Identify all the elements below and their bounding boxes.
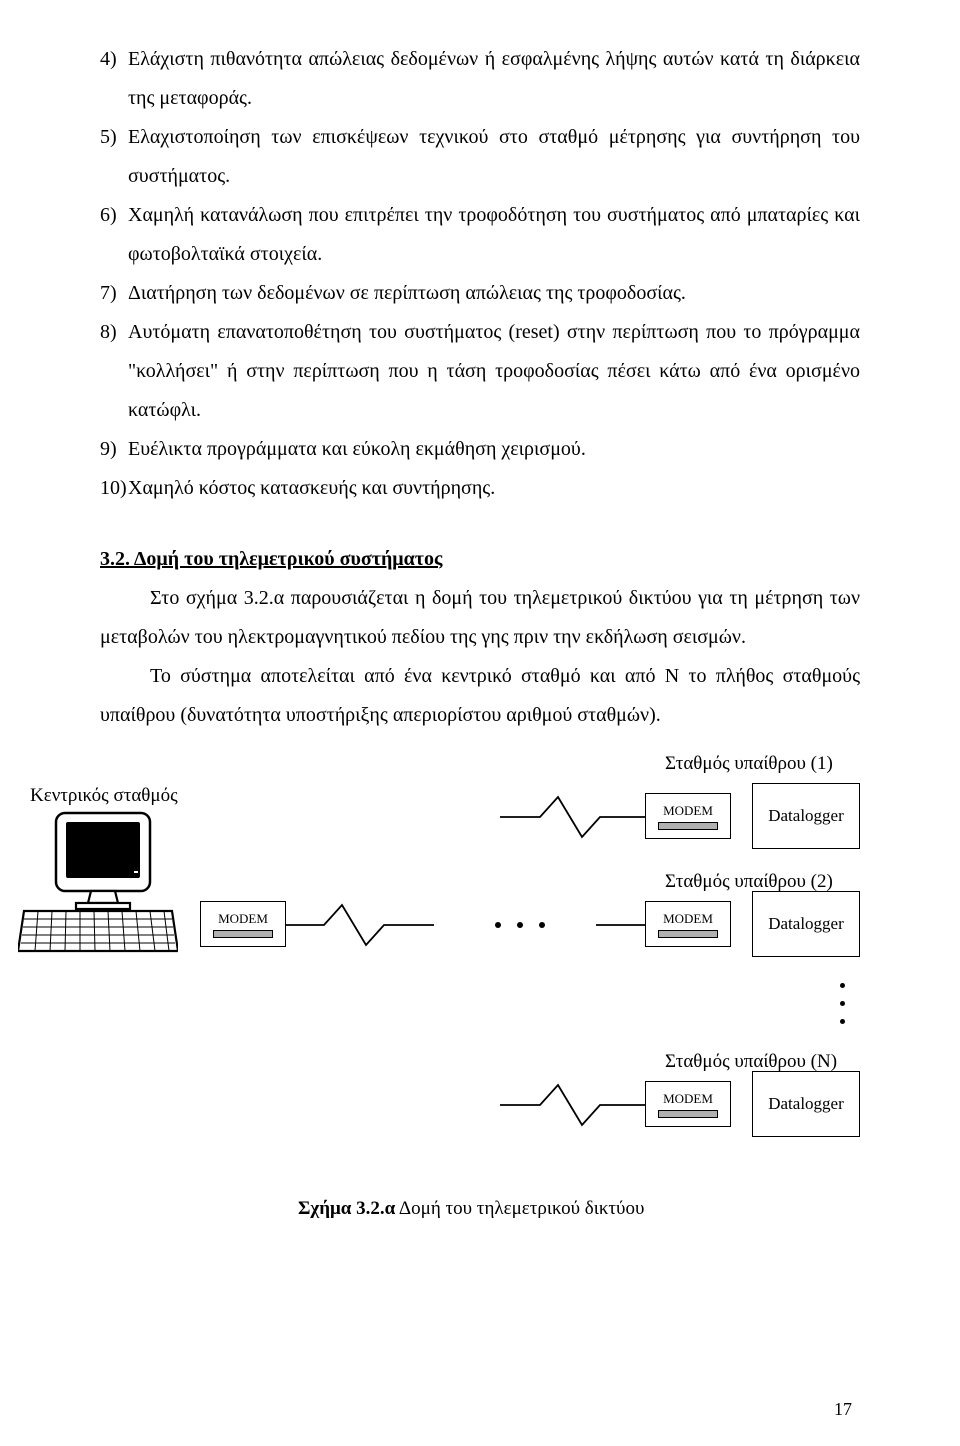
computer-icon [18,811,178,956]
modem-box-central: MODEM [200,901,286,947]
list-num: 10) [100,469,128,508]
list-text: Χαμηλή κατανάλωση που επιτρέπει την τροφ… [128,196,860,274]
datalogger-label: Datalogger [768,806,844,826]
paragraph-1: Στο σχήμα 3.2.α παρουσιάζεται η δομή του… [100,579,860,657]
modem-box-2: MODEM [645,901,731,947]
datalogger-n: Datalogger [752,1071,860,1137]
modem-box-n: MODEM [645,1081,731,1127]
modem-label: MODEM [663,911,713,927]
list-num: 5) [100,118,128,196]
list-text: Ευέλικτα προγράμματα και εύκολη εκμάθηση… [128,430,860,469]
vdots [840,1019,845,1024]
modem-bar [658,1110,718,1118]
list-num: 6) [100,196,128,274]
datalogger-2: Datalogger [752,891,860,957]
list-text: Ελαχιστοποίηση των επισκέψεων τεχνικού σ… [128,118,860,196]
page-number: 17 [834,1399,852,1420]
list-num: 9) [100,430,128,469]
modem-label: MODEM [663,803,713,819]
section-heading: 3.2. Δομή του τηλεμετρικού συστήματος [100,540,860,579]
station-1-label: Σταθμός υπαίθρου (1) [665,753,833,775]
figure-caption: Σχήμα 3.2.α Δομή του τηλεμετρικού δικτύο… [298,1198,644,1220]
central-station-label: Κεντρικός σταθμός [30,785,178,807]
modem-box-1: MODEM [645,793,731,839]
vdots [840,1001,845,1006]
modem-bar [658,822,718,830]
list-item-4: 4) Ελάχιστη πιθανότητα απώλειας δεδομένω… [100,40,860,118]
datalogger-label: Datalogger [768,1094,844,1114]
list-text: Αυτόματη επανατοποθέτηση του συστήματος … [128,313,860,430]
caption-bold: Σχήμα 3.2.α [298,1198,395,1219]
wire-central-to-2 [286,901,646,949]
modem-label: MODEM [218,911,268,927]
list-item-9: 9) Ευέλικτα προγράμματα και εύκολη εκμάθ… [100,430,860,469]
datalogger-label: Datalogger [768,914,844,934]
list-item-5: 5) Ελαχιστοποίηση των επισκέψεων τεχνικο… [100,118,860,196]
list-item-8: 8) Αυτόματη επανατοποθέτηση του συστήματ… [100,313,860,430]
list-item-6: 6) Χαμηλή κατανάλωση που επιτρέπει την τ… [100,196,860,274]
wire-station-1 [500,793,650,841]
list-num: 7) [100,274,128,313]
list-num: 4) [100,40,128,118]
caption-rest: Δομή του τηλεμετρικού δικτύου [395,1198,644,1219]
modem-bar [213,930,273,938]
list-item-10: 10) Χαμηλό κόστος κατασκευής και συντήρη… [100,469,860,508]
modem-bar [658,930,718,938]
list-item-7: 7) Διατήρηση των δεδομένων σε περίπτωση … [100,274,860,313]
modem-label: MODEM [663,1091,713,1107]
paragraph-2: Το σύστημα αποτελείται από ένα κεντρικό … [100,657,860,735]
datalogger-1: Datalogger [752,783,860,849]
wire-station-n [500,1081,650,1129]
vdots [840,983,845,988]
list-text: Ελάχιστη πιθανότητα απώλειας δεδομένων ή… [128,40,860,118]
list-text: Χαμηλό κόστος κατασκευής και συντήρησης. [128,469,860,508]
list-num: 8) [100,313,128,430]
list-text: Διατήρηση των δεδομένων σε περίπτωση απώ… [128,274,860,313]
station-n-label: Σταθμός υπαίθρου (N) [665,1051,837,1073]
station-2-label: Σταθμός υπαίθρου (2) [665,871,833,893]
network-diagram: Σταθμός υπαίθρου (1) Κεντρικός σταθμός [100,753,860,1293]
